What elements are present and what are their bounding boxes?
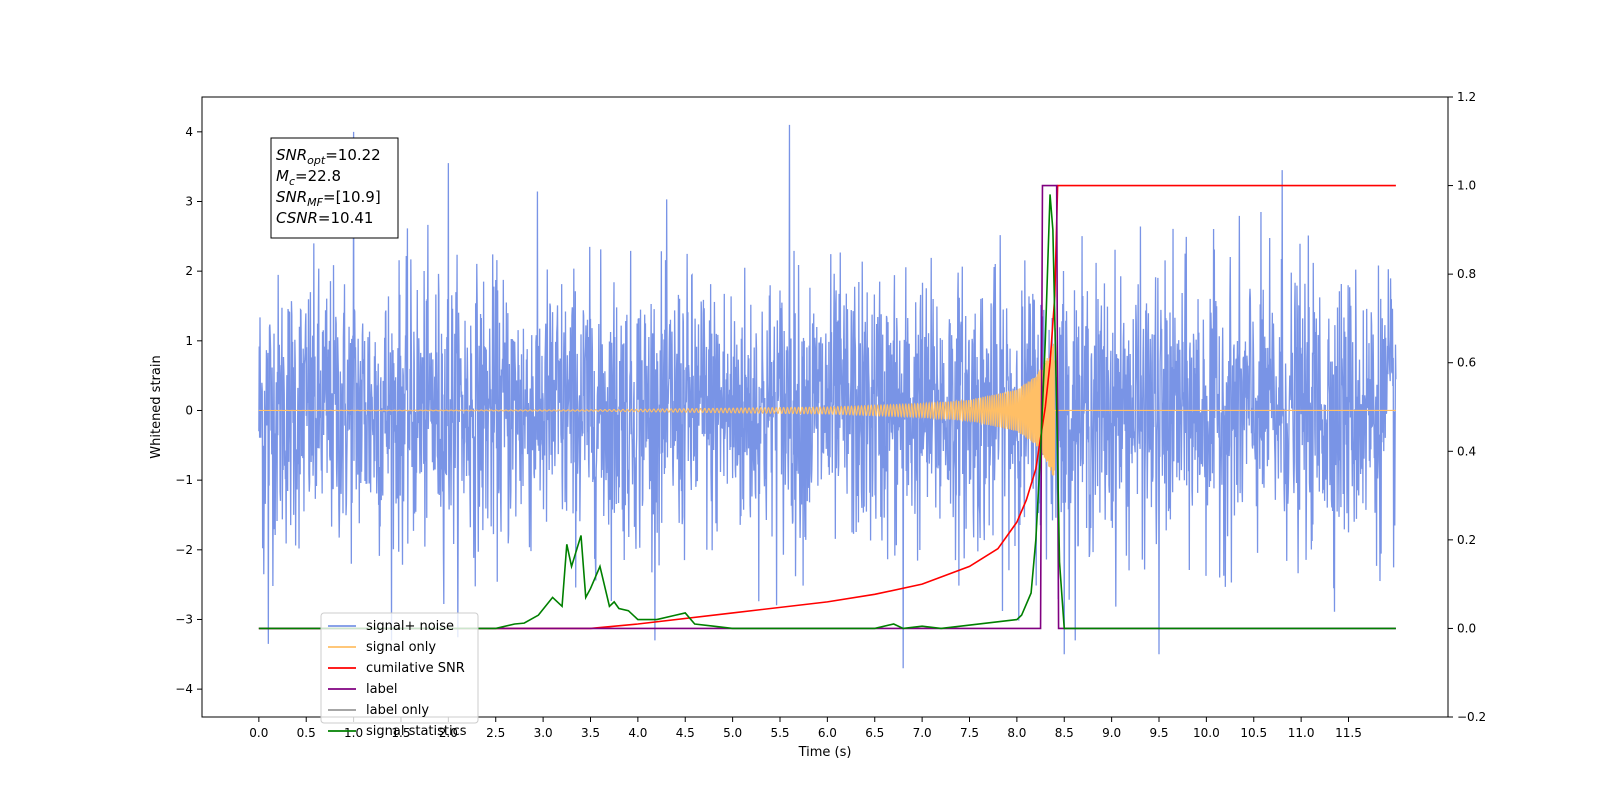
axes-frame xyxy=(201,96,1449,718)
y-tick-label: 3 xyxy=(185,194,193,208)
annotation-line: Mc=22.8 xyxy=(276,167,341,188)
x-tick-label: 1.0 xyxy=(344,726,363,740)
annotation-line: SNRopt=10.22 xyxy=(276,146,381,167)
y-tick-label: 1 xyxy=(185,334,193,348)
y-tick-label: −3 xyxy=(175,612,193,626)
x-tick-label: 10.0 xyxy=(1193,726,1220,740)
x-axis-ticks: 0.0 0.5 1.0 1.5 2.0 2.5 3.0 3.5 4.0 4.5 5.0 5.5 6.0 6… xyxy=(249,717,1362,740)
legend-box xyxy=(320,612,479,724)
x-axis-label: Time (s) xyxy=(798,745,852,760)
x-tick-label: 3.5 xyxy=(581,726,600,740)
x-tick-label: 6.0 xyxy=(818,726,837,740)
x-tick-label: 5.5 xyxy=(770,726,789,740)
y2-tick-label: 0.6 xyxy=(1457,356,1476,370)
y2-tick-label: 1.2 xyxy=(1457,90,1476,104)
x-tick-label: 0.0 xyxy=(249,726,268,740)
x-tick-label: 5.0 xyxy=(723,726,742,740)
annotation-line: SNRMF=[10.9] xyxy=(276,188,381,209)
y2-tick-label: −0.2 xyxy=(1457,710,1486,724)
x-tick-label: 7.5 xyxy=(960,726,979,740)
x-tick-label: 0.5 xyxy=(297,726,316,740)
x-tick-label: 2.0 xyxy=(439,726,458,740)
x-tick-label: 8.0 xyxy=(1007,726,1026,740)
y-tick-label: 0 xyxy=(185,403,193,417)
x-tick-label: 4.0 xyxy=(628,726,647,740)
x-tick-label: 1.5 xyxy=(391,726,410,740)
x-tick-label: 8.5 xyxy=(1055,726,1074,740)
y-tick-label: −1 xyxy=(175,473,193,487)
x-tick-label: 11.5 xyxy=(1335,726,1362,740)
x-tick-label: 7.0 xyxy=(913,726,932,740)
x-tick-label: 3.0 xyxy=(534,726,553,740)
y-tick-label: 4 xyxy=(185,125,193,139)
y-tick-label: −2 xyxy=(175,543,193,557)
legend-entry: signal+ noise xyxy=(366,619,454,634)
series-line-signal-plus-noise xyxy=(258,124,1397,669)
y-axis-ticks: 4 3 2 1 0 −1 −2 −3 −4 xyxy=(175,125,202,696)
x-tick-label: 10.5 xyxy=(1240,726,1267,740)
x-tick-label: 9.5 xyxy=(1149,726,1168,740)
snr-annotation-box: SNRopt=10.22Mc=22.8SNRMF=[10.9]CSNR=10.4… xyxy=(270,137,399,239)
plot-area xyxy=(258,124,1397,669)
legend-entry: signal only xyxy=(366,640,436,655)
y2-tick-label: 0.8 xyxy=(1457,267,1476,281)
series-line-signal-statistics xyxy=(258,194,1396,630)
legend-entry: label xyxy=(366,682,397,697)
y-tick-label: 2 xyxy=(185,264,193,278)
x-tick-label: 9.0 xyxy=(1102,726,1121,740)
y2-tick-label: 1.0 xyxy=(1457,179,1476,193)
annotation-line: CSNR=10.41 xyxy=(276,209,373,227)
series-line-signal-only xyxy=(258,343,1396,476)
legend-entry: label only xyxy=(366,703,429,718)
x-tick-label: 4.5 xyxy=(676,726,695,740)
legend: signal+ noise signal only cumilative SNR la… xyxy=(320,612,479,739)
legend-entry: signal statistics xyxy=(366,724,467,739)
y2-axis-ticks: 1.2 1.0 0.8 0.6 0.4 0.2 0.0 −0.2 xyxy=(1448,90,1486,724)
x-tick-label: 2.5 xyxy=(486,726,505,740)
legend-entry: cumilative SNR xyxy=(366,661,465,676)
x-tick-label: 6.5 xyxy=(865,726,884,740)
y2-tick-label: 0.0 xyxy=(1457,621,1476,635)
series-line-cumilative-snr xyxy=(258,184,1396,630)
y2-tick-label: 0.4 xyxy=(1457,444,1476,458)
y2-tick-label: 0.2 xyxy=(1457,533,1476,547)
y-tick-label: −4 xyxy=(175,682,193,696)
y-axis-label: Whitened strain xyxy=(149,355,164,458)
x-tick-label: 11.0 xyxy=(1288,726,1315,740)
